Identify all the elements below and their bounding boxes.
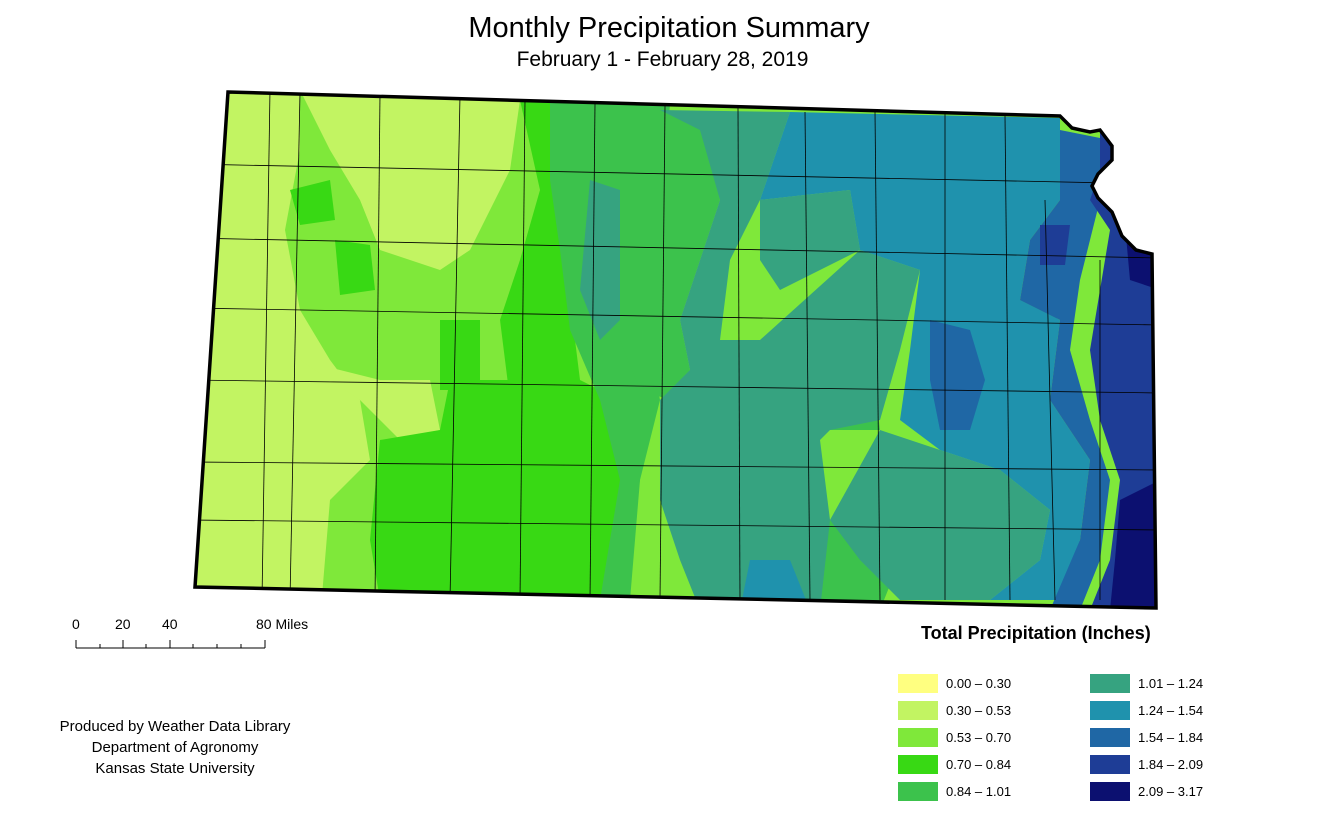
- legend-label: 0.84 – 1.01: [946, 784, 1012, 799]
- scale-bar-graphic: [75, 640, 266, 649]
- county-boundaries: [195, 92, 1156, 601]
- legend-swatch: [898, 701, 938, 720]
- scale-bar: 0 20 40 80 Miles: [70, 616, 330, 656]
- scale-label-0: 0: [72, 616, 80, 632]
- map-title: Monthly Precipitation Summary: [468, 12, 870, 44]
- legend-title: Total Precipitation (Inches): [921, 623, 1151, 643]
- scale-label-20: 20: [115, 616, 131, 632]
- legend-swatch: [1090, 701, 1130, 720]
- legend-swatch: [898, 755, 938, 774]
- kansas-state-outline: [193, 90, 1158, 610]
- legend-label: 0.53 – 0.70: [946, 730, 1012, 745]
- legend-swatch: [1090, 728, 1130, 747]
- legend-label: 0.30 – 0.53: [946, 703, 1012, 718]
- legend-swatch: [898, 674, 938, 693]
- legend-label: 1.24 – 1.54: [1138, 703, 1204, 718]
- credit-line-university: Kansas State University: [95, 760, 255, 777]
- legend-label: 0.00 – 0.30: [946, 676, 1012, 691]
- legend-label: 1.84 – 2.09: [1138, 757, 1204, 772]
- legend-swatch: [1090, 674, 1130, 693]
- scale-label-80-miles: 80 Miles: [256, 616, 309, 632]
- legend-swatch: [1090, 782, 1130, 801]
- legend-swatch: [1090, 755, 1130, 774]
- scale-label-40: 40: [162, 616, 178, 632]
- credit-line-producer: Produced by Weather Data Library: [59, 718, 291, 735]
- legend-label: 1.01 – 1.24: [1138, 676, 1204, 691]
- map-subtitle: February 1 - February 28, 2019: [516, 48, 809, 71]
- legend-label: 0.70 – 0.84: [946, 757, 1012, 772]
- credit-block: Produced by Weather Data Library Departm…: [30, 716, 320, 779]
- legend-label: 1.54 – 1.84: [1138, 730, 1204, 745]
- legend-swatch: [898, 782, 938, 801]
- precipitation-zones: [195, 92, 1156, 608]
- legend-swatch: [898, 728, 938, 747]
- credit-line-department: Department of Agronomy: [91, 739, 259, 756]
- legend-label: 2.09 – 3.17: [1138, 784, 1204, 799]
